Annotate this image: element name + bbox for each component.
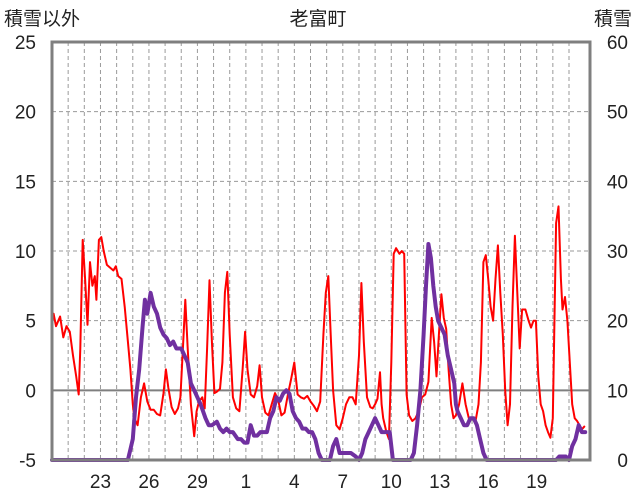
right-tick-label: 10 [607, 381, 628, 402]
x-tick-label: 29 [187, 472, 208, 493]
x-tick-label: 4 [289, 472, 300, 493]
x-tick-label: 13 [429, 472, 450, 493]
x-tick-label: 23 [90, 472, 111, 493]
right-tick-label: 60 [607, 33, 628, 54]
right-tick-label: 40 [607, 172, 628, 193]
series-line-other [51, 205, 586, 441]
x-tick-label: 7 [338, 472, 349, 493]
left-tick-label: 15 [15, 172, 36, 193]
left-tick-label: 10 [15, 242, 36, 263]
series-line-snow [50, 242, 588, 462]
grid [52, 42, 590, 460]
left-tick-label: 5 [25, 312, 36, 333]
right-y-axis: 0 10 20 30 40 50 60 [607, 33, 628, 472]
right-tick-label: 20 [607, 312, 628, 333]
right-tick-label: 50 [607, 103, 628, 124]
plot-frame [50, 40, 592, 462]
x-tick-label: 26 [138, 472, 159, 493]
series-layer [50, 205, 588, 462]
x-axis: 23 26 29 1 4 7 10 13 16 19 [90, 472, 547, 493]
chart-title: 老富町 [289, 8, 347, 30]
x-tick-label: 1 [241, 472, 252, 493]
left-tick-label: 20 [15, 103, 36, 124]
left-tick-label: 0 [25, 381, 36, 402]
x-tick-label: 16 [478, 472, 499, 493]
left-tick-label: -5 [19, 451, 36, 472]
left-tick-label: 25 [15, 33, 36, 54]
left-axis-label: 積雪以外 [4, 8, 81, 30]
right-tick-label: 0 [617, 451, 628, 472]
x-tick-label: 10 [381, 472, 402, 493]
right-tick-label: 30 [607, 242, 628, 263]
x-tick-label: 19 [526, 472, 547, 493]
right-axis-label: 積雪 [593, 8, 632, 30]
left-y-axis: -5 0 5 10 15 20 25 [15, 33, 36, 472]
